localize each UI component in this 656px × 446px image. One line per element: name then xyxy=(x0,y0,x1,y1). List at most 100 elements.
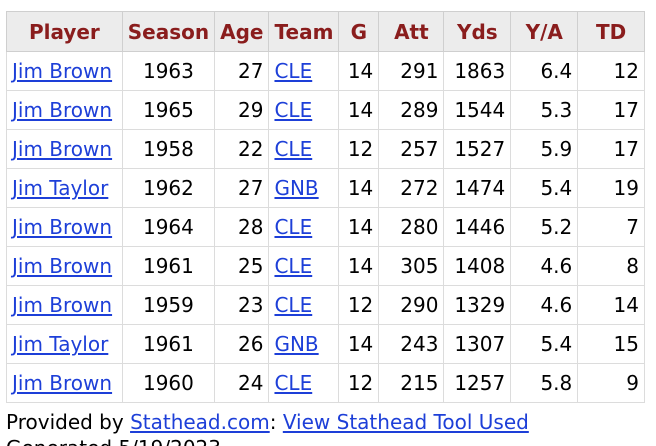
player-link[interactable]: Jim Taylor xyxy=(12,176,109,200)
player-link[interactable]: Jim Brown xyxy=(12,215,113,239)
player-link[interactable]: Jim Taylor xyxy=(12,332,109,356)
header-ya[interactable]: Y/A xyxy=(510,11,579,52)
games-cell: 14 xyxy=(338,324,380,364)
touchdowns-cell: 17 xyxy=(577,90,645,130)
season-cell: 1964 xyxy=(121,207,216,247)
touchdowns-cell: 15 xyxy=(577,324,645,364)
header-yds[interactable]: Yds xyxy=(443,11,512,52)
stathead-link[interactable]: Stathead.com xyxy=(130,410,270,434)
table-row: Jim Brown 1964 28 CLE 14 280 1446 5.2 7 xyxy=(6,207,645,247)
team-cell: CLE xyxy=(268,90,340,130)
games-cell: 14 xyxy=(338,90,380,130)
team-cell: CLE xyxy=(268,246,340,286)
header-age[interactable]: Age xyxy=(214,11,270,52)
table-row: Jim Brown 1961 25 CLE 14 305 1408 4.6 8 xyxy=(6,246,645,286)
header-team[interactable]: Team xyxy=(268,11,340,52)
provided-by-text: Provided by xyxy=(6,410,131,434)
team-cell: CLE xyxy=(268,285,340,325)
player-cell: Jim Brown xyxy=(6,90,123,130)
games-cell: 12 xyxy=(338,129,380,169)
table-row: Jim Taylor 1961 26 GNB 14 243 1307 5.4 15 xyxy=(6,324,645,364)
team-cell: CLE xyxy=(268,129,340,169)
header-td[interactable]: TD xyxy=(577,11,645,52)
table-row: Jim Brown 1960 24 CLE 12 215 1257 5.8 9 xyxy=(6,363,645,403)
season-cell: 1963 xyxy=(121,51,216,91)
player-cell: Jim Brown xyxy=(6,285,123,325)
touchdowns-cell: 19 xyxy=(577,168,645,208)
touchdowns-cell: 8 xyxy=(577,246,645,286)
table-row: Jim Brown 1958 22 CLE 12 257 1527 5.9 17 xyxy=(6,129,645,169)
team-link[interactable]: CLE xyxy=(274,254,313,278)
table-body: Jim Brown 1963 27 CLE 14 291 1863 6.4 12 Jim Brow… xyxy=(6,51,645,403)
yards-per-attempt-cell: 6.4 xyxy=(510,51,579,91)
header-season[interactable]: Season xyxy=(121,11,216,52)
header-g[interactable]: G xyxy=(338,11,380,52)
player-link[interactable]: Jim Brown xyxy=(12,137,113,161)
player-link[interactable]: Jim Brown xyxy=(12,254,113,278)
age-cell: 27 xyxy=(214,51,270,91)
team-link[interactable]: GNB xyxy=(274,176,319,200)
attempts-cell: 291 xyxy=(378,51,445,91)
header-att[interactable]: Att xyxy=(378,11,445,52)
team-cell: CLE xyxy=(268,363,340,403)
games-cell: 12 xyxy=(338,285,380,325)
yards-cell: 1863 xyxy=(443,51,512,91)
yards-per-attempt-cell: 5.4 xyxy=(510,324,579,364)
team-link[interactable]: GNB xyxy=(274,332,319,356)
season-cell: 1961 xyxy=(121,246,216,286)
yards-per-attempt-cell: 5.9 xyxy=(510,129,579,169)
player-link[interactable]: Jim Brown xyxy=(12,371,113,395)
header-player[interactable]: Player xyxy=(6,11,123,52)
team-link[interactable]: CLE xyxy=(274,371,313,395)
team-link[interactable]: CLE xyxy=(274,293,313,317)
touchdowns-cell: 9 xyxy=(577,363,645,403)
table-row: Jim Brown 1959 23 CLE 12 290 1329 4.6 14 xyxy=(6,285,645,325)
touchdowns-cell: 12 xyxy=(577,51,645,91)
view-tool-link[interactable]: View Stathead Tool Used xyxy=(282,410,529,434)
player-link[interactable]: Jim Brown xyxy=(12,293,113,317)
season-cell: 1959 xyxy=(121,285,216,325)
attempts-cell: 290 xyxy=(378,285,445,325)
player-link[interactable]: Jim Brown xyxy=(12,98,113,122)
generated-date: Generated 5/19/2023 xyxy=(6,436,221,446)
season-cell: 1961 xyxy=(121,324,216,364)
player-cell: Jim Brown xyxy=(6,363,123,403)
attempts-cell: 305 xyxy=(378,246,445,286)
season-cell: 1960 xyxy=(121,363,216,403)
age-cell: 24 xyxy=(214,363,270,403)
team-link[interactable]: CLE xyxy=(274,59,313,83)
season-cell: 1962 xyxy=(121,168,216,208)
rushing-stats-table: Player Season Age Team G Att Yds Y/A TD … xyxy=(6,11,645,403)
yards-cell: 1307 xyxy=(443,324,512,364)
team-cell: GNB xyxy=(268,324,340,364)
team-link[interactable]: CLE xyxy=(274,215,313,239)
player-link[interactable]: Jim Brown xyxy=(12,59,113,83)
team-link[interactable]: CLE xyxy=(274,137,313,161)
team-cell: CLE xyxy=(268,207,340,247)
footer-separator: : xyxy=(269,410,283,434)
season-cell: 1965 xyxy=(121,90,216,130)
yards-cell: 1544 xyxy=(443,90,512,130)
yards-per-attempt-cell: 4.6 xyxy=(510,246,579,286)
player-cell: Jim Taylor xyxy=(6,168,123,208)
table-row: Jim Taylor 1962 27 GNB 14 272 1474 5.4 19 xyxy=(6,168,645,208)
age-cell: 25 xyxy=(214,246,270,286)
attempts-cell: 289 xyxy=(378,90,445,130)
player-cell: Jim Brown xyxy=(6,246,123,286)
yards-per-attempt-cell: 5.4 xyxy=(510,168,579,208)
yards-per-attempt-cell: 5.3 xyxy=(510,90,579,130)
player-cell: Jim Brown xyxy=(6,207,123,247)
season-cell: 1958 xyxy=(121,129,216,169)
games-cell: 14 xyxy=(338,51,380,91)
attempts-cell: 280 xyxy=(378,207,445,247)
attempts-cell: 243 xyxy=(378,324,445,364)
table-row: Jim Brown 1963 27 CLE 14 291 1863 6.4 12 xyxy=(6,51,645,91)
player-cell: Jim Brown xyxy=(6,129,123,169)
yards-per-attempt-cell: 5.2 xyxy=(510,207,579,247)
team-link[interactable]: CLE xyxy=(274,98,313,122)
yards-cell: 1527 xyxy=(443,129,512,169)
yards-per-attempt-cell: 5.8 xyxy=(510,363,579,403)
games-cell: 14 xyxy=(338,168,380,208)
touchdowns-cell: 14 xyxy=(577,285,645,325)
